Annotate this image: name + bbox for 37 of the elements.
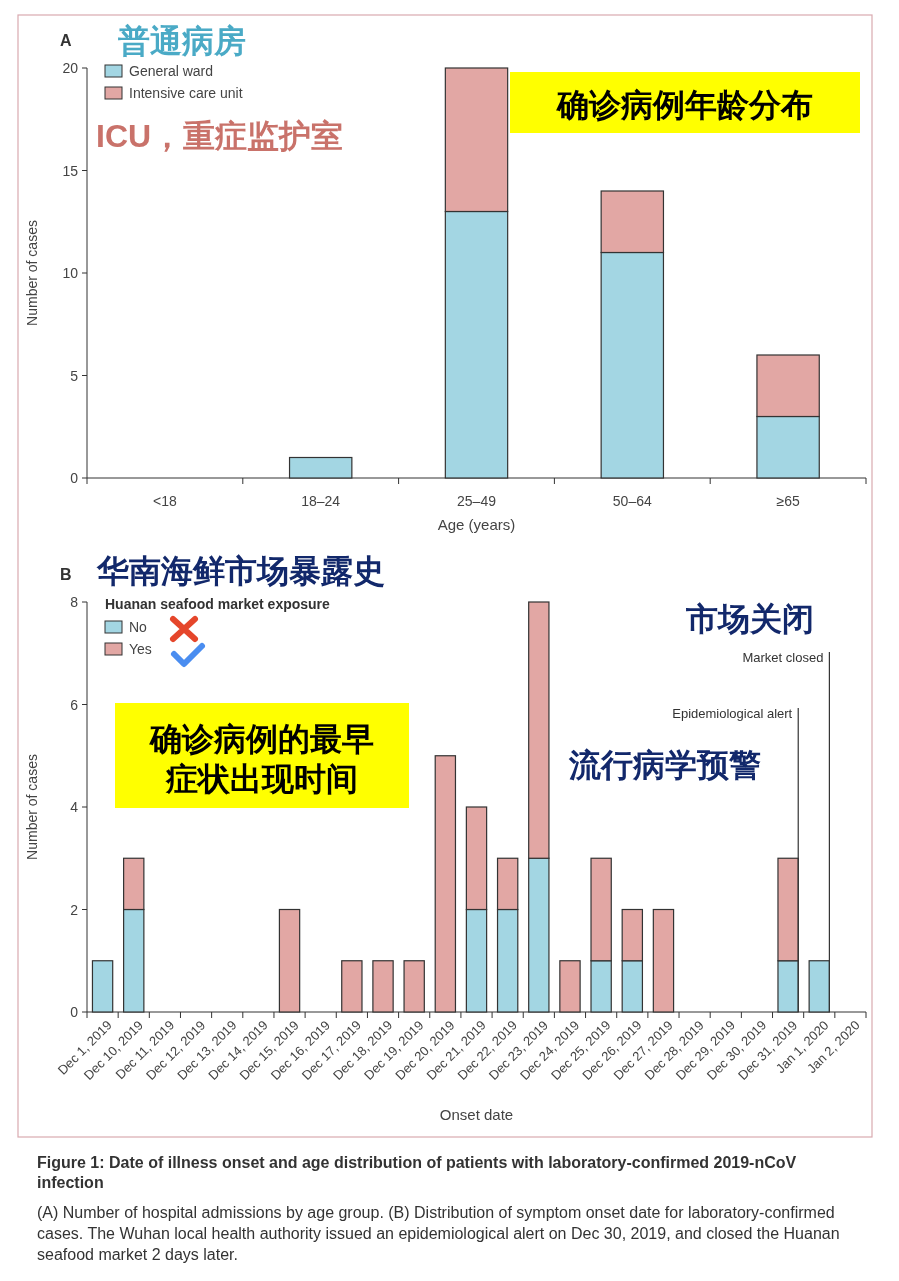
legend-title: Huanan seafood market exposure <box>105 596 331 612</box>
annotation: 确诊病例年龄分布 <box>556 87 813 123</box>
y-tick-label: 4 <box>70 799 79 815</box>
y-tick-label: 8 <box>70 594 79 610</box>
y-tick-label: 20 <box>62 60 79 76</box>
legend-label: No <box>129 619 148 635</box>
y-axis-title: Number of cases <box>24 220 40 326</box>
x-axis-title: Onset date <box>439 1106 514 1123</box>
annotation: ICU，重症监护室 <box>96 118 344 154</box>
x-tick-label: 25–49 <box>457 493 497 509</box>
ref-line-label: Epidemiological alert <box>672 706 793 721</box>
legend-label: General ward <box>129 63 214 79</box>
caption: Figure 1: Date of illness onset and age distribution of patients with laboratory-confirmed 2019-nCoV infection <box>37 1154 797 1191</box>
x-tick-label: <18 <box>153 493 177 509</box>
annotation: 市场关闭 <box>685 601 814 637</box>
x-tick-label: 18–24 <box>301 493 341 509</box>
annotation: 确诊病例的最早症状出现时间 <box>149 721 374 797</box>
chart-title: B <box>60 566 72 583</box>
y-tick-label: 0 <box>70 470 79 486</box>
text: 华南海鲜市场暴露史 <box>96 553 385 589</box>
x-tick-label: ≥65 <box>776 493 800 509</box>
y-tick-label: 6 <box>70 696 79 713</box>
chart-title: A <box>60 32 72 49</box>
y-tick-label: 0 <box>70 1004 79 1020</box>
y-tick-label: 2 <box>70 901 79 918</box>
annotation: 流行病学预警 <box>568 747 761 783</box>
x-tick-label: 50–64 <box>612 493 652 509</box>
y-axis-title: Number of cases <box>24 754 40 860</box>
legend-label: Intensive care unit <box>129 85 243 101</box>
y-tick-label: 15 <box>62 162 79 179</box>
ref-line-label: Market closed <box>742 650 824 665</box>
x-axis-title: Age (years) <box>437 516 516 533</box>
text: (A) Number of hospital admissions by age group. (B) Distribution of symptom onset date for laboratory-confirmed cases. The Wuhan local health authority issued an epidemiological alert on Dec 30, 2019, and closed the Huanan seafood market 2 days later. <box>37 1204 840 1263</box>
legend-label: Yes <box>129 641 152 657</box>
text: 普通病房 <box>118 23 246 59</box>
y-tick-label: 5 <box>70 367 79 384</box>
y-tick-label: 10 <box>62 265 79 281</box>
